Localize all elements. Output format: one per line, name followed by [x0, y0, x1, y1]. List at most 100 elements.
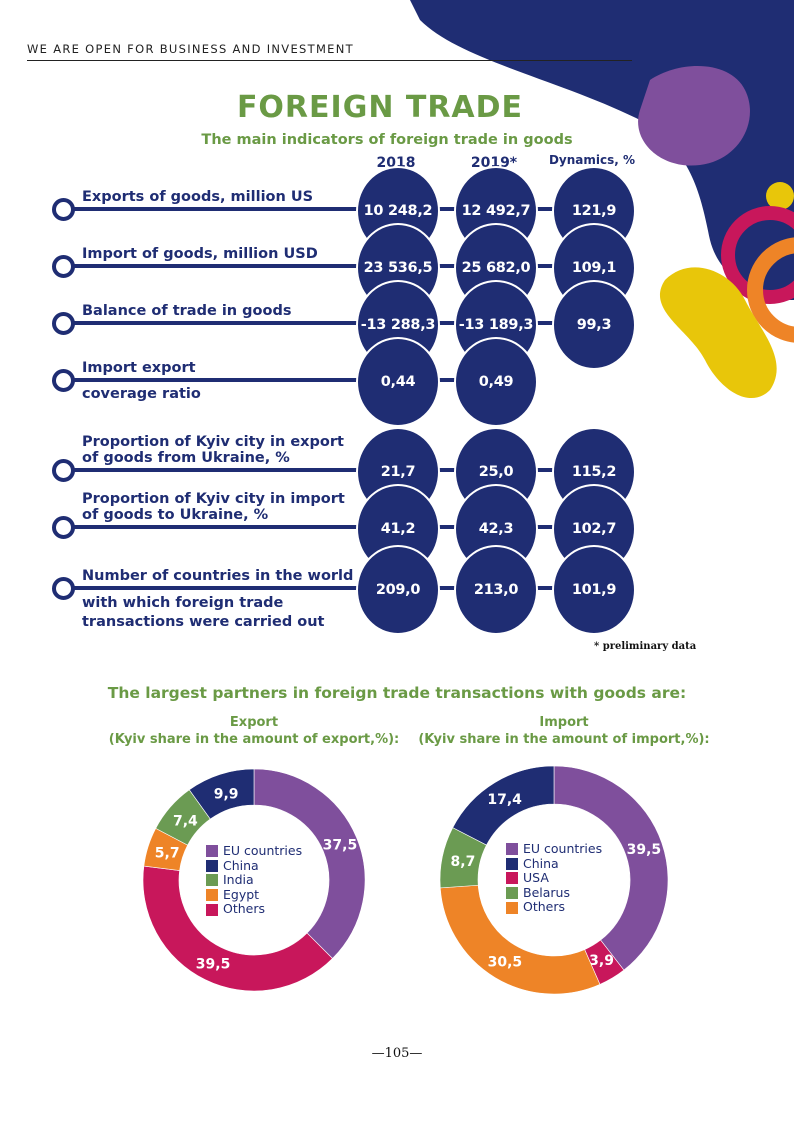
- legend-swatch: [506, 887, 518, 900]
- slice-data-label: 30,5: [488, 954, 523, 970]
- legend-swatch: [206, 889, 218, 902]
- connector-line: [64, 378, 484, 382]
- legend-item: EU countries: [506, 841, 602, 857]
- footnote: * preliminary data: [594, 641, 697, 652]
- connector-line: [64, 264, 604, 268]
- legend-item: Belarus: [506, 884, 602, 901]
- import-subtitle: (Kyiv share in the amount of import,%):: [418, 732, 710, 747]
- label-line: Proportion of Kyiv city in import: [82, 491, 345, 507]
- legend-item: Others: [206, 902, 302, 917]
- indicator-label: Number of countries in the world: [82, 568, 353, 584]
- orange-ring: [747, 237, 794, 343]
- ring-bullet-icon: [52, 459, 75, 482]
- legend-item: China: [506, 855, 602, 872]
- connector-line: [64, 468, 604, 472]
- ring-bullet-icon: [52, 255, 75, 278]
- label-line: Import of goods, million USD: [82, 246, 318, 262]
- page-title: FOREIGN TRADE: [236, 90, 524, 125]
- connector-line: [64, 321, 604, 325]
- slice-data-label: 5,7: [155, 846, 180, 862]
- ring-bullet-icon: [52, 577, 75, 600]
- ring-bullet-icon: [52, 369, 75, 392]
- legend-swatch: [206, 903, 218, 916]
- legend-swatch: [206, 845, 218, 858]
- value-2019: 213,0: [454, 545, 538, 635]
- legend-swatch: [506, 857, 518, 870]
- running-header: WE ARE OPEN FOR BUSINESS AND INVESTMENT: [27, 42, 354, 56]
- slice-data-label: 39,5: [196, 957, 231, 973]
- label-line: Number of countries in the world: [82, 568, 354, 584]
- label-line: Exports of goods, million US: [82, 189, 314, 205]
- legend-label: India: [223, 872, 254, 888]
- partners-heading: The largest partners in foreign trade tr…: [107, 684, 687, 702]
- yellow-dot: [766, 182, 794, 210]
- legend-swatch: [506, 843, 518, 856]
- legend-label: Others: [523, 899, 566, 915]
- legend-swatch: [506, 872, 518, 885]
- decorative-shapes: [410, 0, 794, 399]
- indicator-label-continued: with which foreign trade transactions wer…: [82, 594, 324, 632]
- legend-item: China: [206, 857, 302, 874]
- export-title: Export: [229, 715, 279, 730]
- legend-label: China: [523, 855, 559, 871]
- slice-data-label: 39,5: [627, 842, 662, 858]
- import-chart-title: Import (Kyiv share in the amount of impo…: [394, 714, 734, 748]
- legend-label: China: [223, 857, 259, 873]
- import-legend: EU countries China USA Belarus Others: [506, 841, 602, 915]
- legend-item: USA: [506, 871, 602, 886]
- legend-label: Egypt: [223, 886, 260, 902]
- donut-slice-eu-countries: [553, 765, 669, 971]
- label-line: Proportion of Kyiv city in export: [82, 434, 344, 450]
- legend-swatch: [206, 859, 218, 872]
- connector-line: [64, 525, 604, 529]
- label-line: with which foreign trade: [82, 595, 284, 611]
- ring-bullet-icon: [52, 516, 75, 539]
- legend-label: Others: [223, 901, 266, 917]
- slice-data-label: 7,4: [173, 813, 198, 829]
- connector-line: [64, 586, 604, 590]
- legend-item: EU countries: [206, 843, 303, 859]
- legend-swatch: [206, 874, 218, 887]
- legend-label: Belarus: [523, 884, 570, 900]
- donut-charts: 37,5 39,5 5,7 7,4 9,9 39,5 3,9 30,5 8,7 17,4: [142, 765, 669, 995]
- slice-data-label: 9,9: [214, 786, 239, 802]
- column-header-dynamics: Dynamics, %: [548, 153, 636, 167]
- legend-item: Others: [506, 900, 602, 915]
- slice-data-label: 17,4: [487, 792, 522, 808]
- indicator-label: Import export: [82, 360, 196, 376]
- label-line: coverage ratio: [82, 386, 201, 402]
- donut-slice-china: [452, 765, 555, 846]
- label-line: of goods from Ukraine, %: [82, 450, 290, 466]
- page-subtitle: The main indicators of foreign trade in …: [201, 132, 573, 148]
- value-dynamics: 99,3: [552, 280, 636, 370]
- label-line: Balance of trade in goods: [82, 303, 292, 319]
- connector-line: [64, 207, 604, 211]
- page-number: —105—: [371, 1046, 423, 1061]
- value-2018: 0,44: [356, 337, 440, 427]
- legend-label: EU countries: [223, 843, 303, 858]
- import-title: Import: [539, 715, 589, 730]
- yellow-blob: [659, 267, 777, 399]
- indicator-label: Exports of goods, million US: [82, 189, 313, 205]
- label-line: of goods to Ukraine, %: [82, 507, 269, 523]
- value-dynamics: 101,9: [552, 545, 636, 635]
- value-2018: 209,0: [356, 545, 440, 635]
- purple-blob: [638, 66, 750, 166]
- value-2019: 0,49: [454, 337, 538, 427]
- slice-data-label: 8,7: [451, 854, 476, 870]
- ring-bullet-icon: [52, 198, 75, 221]
- indicator-label: Import of goods, million USD: [82, 246, 318, 262]
- donut-slice-others: [142, 865, 333, 992]
- indicator-label: Proportion of Kyiv city in export of good…: [82, 434, 344, 466]
- export-legend: EU countries China India Egypt Others: [206, 843, 303, 917]
- export-subtitle: (Kyiv share in the amount of export,%):: [108, 732, 400, 747]
- legend-item: India: [206, 873, 302, 888]
- magenta-ring: [721, 206, 794, 304]
- label-line: transactions were carried out: [82, 614, 325, 630]
- indicator-label: Proportion of Kyiv city in import of good…: [82, 491, 345, 523]
- legend-label: USA: [523, 870, 549, 886]
- donut-slice-china: [188, 768, 255, 820]
- header-divider: [27, 60, 632, 61]
- legend-item: Egypt: [206, 886, 302, 903]
